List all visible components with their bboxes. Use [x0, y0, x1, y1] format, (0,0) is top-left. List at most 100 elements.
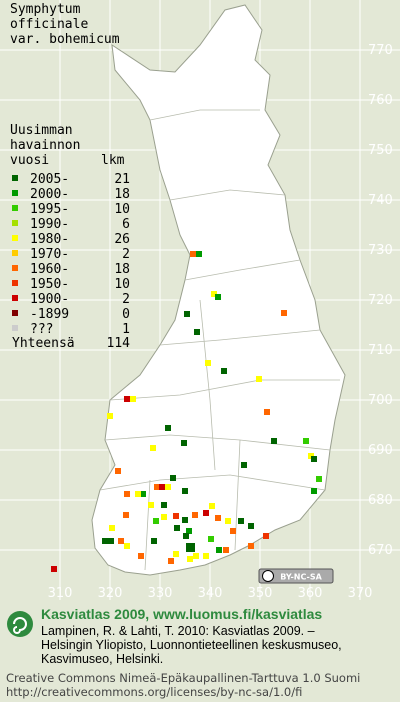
- dot: [241, 462, 247, 468]
- grid-label-x: 330: [148, 586, 173, 601]
- legend-count: 2: [122, 247, 130, 262]
- dot: [203, 553, 209, 559]
- dot: [182, 488, 188, 494]
- grid-label-x: 320: [98, 586, 123, 601]
- dot: [182, 517, 188, 523]
- dot: [216, 547, 222, 553]
- legend-label: 1950-: [30, 277, 69, 292]
- legend-swatch: [12, 235, 18, 241]
- dot: [150, 445, 156, 451]
- title-line: officinale: [10, 17, 88, 32]
- legend-swatch: [12, 175, 18, 181]
- dot: [209, 503, 215, 509]
- title: Symphytum officinale var. bohemicum: [10, 2, 120, 47]
- dot: [124, 491, 130, 497]
- dot: [168, 558, 174, 564]
- legend-swatch: [12, 220, 18, 226]
- dot: [123, 512, 129, 518]
- observation-dots: [51, 251, 322, 572]
- legend-count: 18: [114, 187, 130, 202]
- grid-label-x: 340: [198, 586, 223, 601]
- legend-count: 18: [114, 262, 130, 277]
- title-line: var. bohemicum: [10, 32, 120, 47]
- badge: BY-NC-SA: [258, 568, 334, 584]
- logo-swirl: [13, 617, 27, 634]
- grid-label-y: 700: [368, 393, 393, 408]
- grid-label-y: 750: [368, 143, 393, 158]
- dot: [263, 533, 269, 539]
- dot: [192, 512, 198, 518]
- grid-label-y: 680: [368, 493, 393, 508]
- dot: [170, 475, 176, 481]
- footer: Kasviatlas 2009, www.luomus.fi/kasviatla…: [6, 606, 360, 699]
- finland-outline: [91, 4, 346, 576]
- dot: [174, 525, 180, 531]
- legend-heading: Uusimman: [10, 123, 73, 138]
- dot: [238, 518, 244, 524]
- grid-label-y: 760: [368, 93, 393, 108]
- legend-label: 1990-: [30, 217, 69, 232]
- legend-count: 26: [114, 232, 130, 247]
- legend-total-count: 114: [107, 336, 131, 351]
- legend-label: 1900-: [30, 292, 69, 307]
- dot: [159, 484, 165, 490]
- dot: [109, 525, 115, 531]
- legend-heading: havainnon: [10, 138, 80, 153]
- legend-swatch: [12, 280, 18, 286]
- dot: [130, 396, 136, 402]
- grid-label-y: 690: [368, 443, 393, 458]
- dot: [187, 556, 193, 562]
- legend-count: 6: [122, 217, 130, 232]
- dot: [151, 538, 157, 544]
- dot: [316, 476, 322, 482]
- legend: Uusimman havainnon vuosi lkm Yhteensä 11…: [10, 123, 130, 351]
- dot: [303, 438, 309, 444]
- dot: [215, 515, 221, 521]
- legend-swatch: [12, 325, 18, 331]
- grid-label-y: 710: [368, 343, 393, 358]
- grid-label-y: 720: [368, 293, 393, 308]
- logo: [7, 611, 33, 637]
- dot: [264, 409, 270, 415]
- dot: [118, 538, 124, 544]
- dot: [148, 502, 154, 508]
- citation: Helsingin Yliopisto, Luonnontieteellinen…: [41, 638, 342, 652]
- dot: [223, 547, 229, 553]
- legend-swatch: [12, 250, 18, 256]
- dot: [196, 251, 202, 257]
- dot: [102, 538, 108, 544]
- dot: [51, 566, 57, 572]
- grid-label-y: 770: [368, 43, 393, 58]
- dot: [153, 518, 159, 524]
- dot: [107, 413, 113, 419]
- legend-label: 2005-: [30, 172, 69, 187]
- license: Creative Commons Nimeä-Epäkaupallinen-Ta…: [6, 671, 360, 685]
- legend-count: 1: [122, 322, 130, 337]
- dot: [124, 396, 130, 402]
- legend-label: 1980-: [30, 232, 69, 247]
- legend-count: 2: [122, 292, 130, 307]
- dot: [248, 543, 254, 549]
- dot: [311, 456, 317, 462]
- dot: [205, 360, 211, 366]
- grid-label-x: 360: [298, 586, 323, 601]
- dot: [211, 291, 217, 297]
- dot: [193, 553, 199, 559]
- legend-swatch: [12, 295, 18, 301]
- legend-total-label: Yhteensä: [12, 336, 75, 351]
- title-line: Symphytum: [10, 2, 81, 17]
- dot: [184, 311, 190, 317]
- grid-label-y: 730: [368, 243, 393, 258]
- region-borders: [99, 109, 340, 571]
- dot: [108, 538, 114, 544]
- dot: [124, 543, 130, 549]
- dot: [173, 551, 179, 557]
- legend-swatch: [12, 190, 18, 196]
- legend-count: 0: [122, 307, 130, 322]
- legend-label: -1899: [30, 307, 69, 322]
- grid-label-x: 370: [348, 586, 373, 601]
- dot: [173, 513, 179, 519]
- dot: [138, 553, 144, 559]
- badge-label: BY-NC-SA: [280, 573, 322, 582]
